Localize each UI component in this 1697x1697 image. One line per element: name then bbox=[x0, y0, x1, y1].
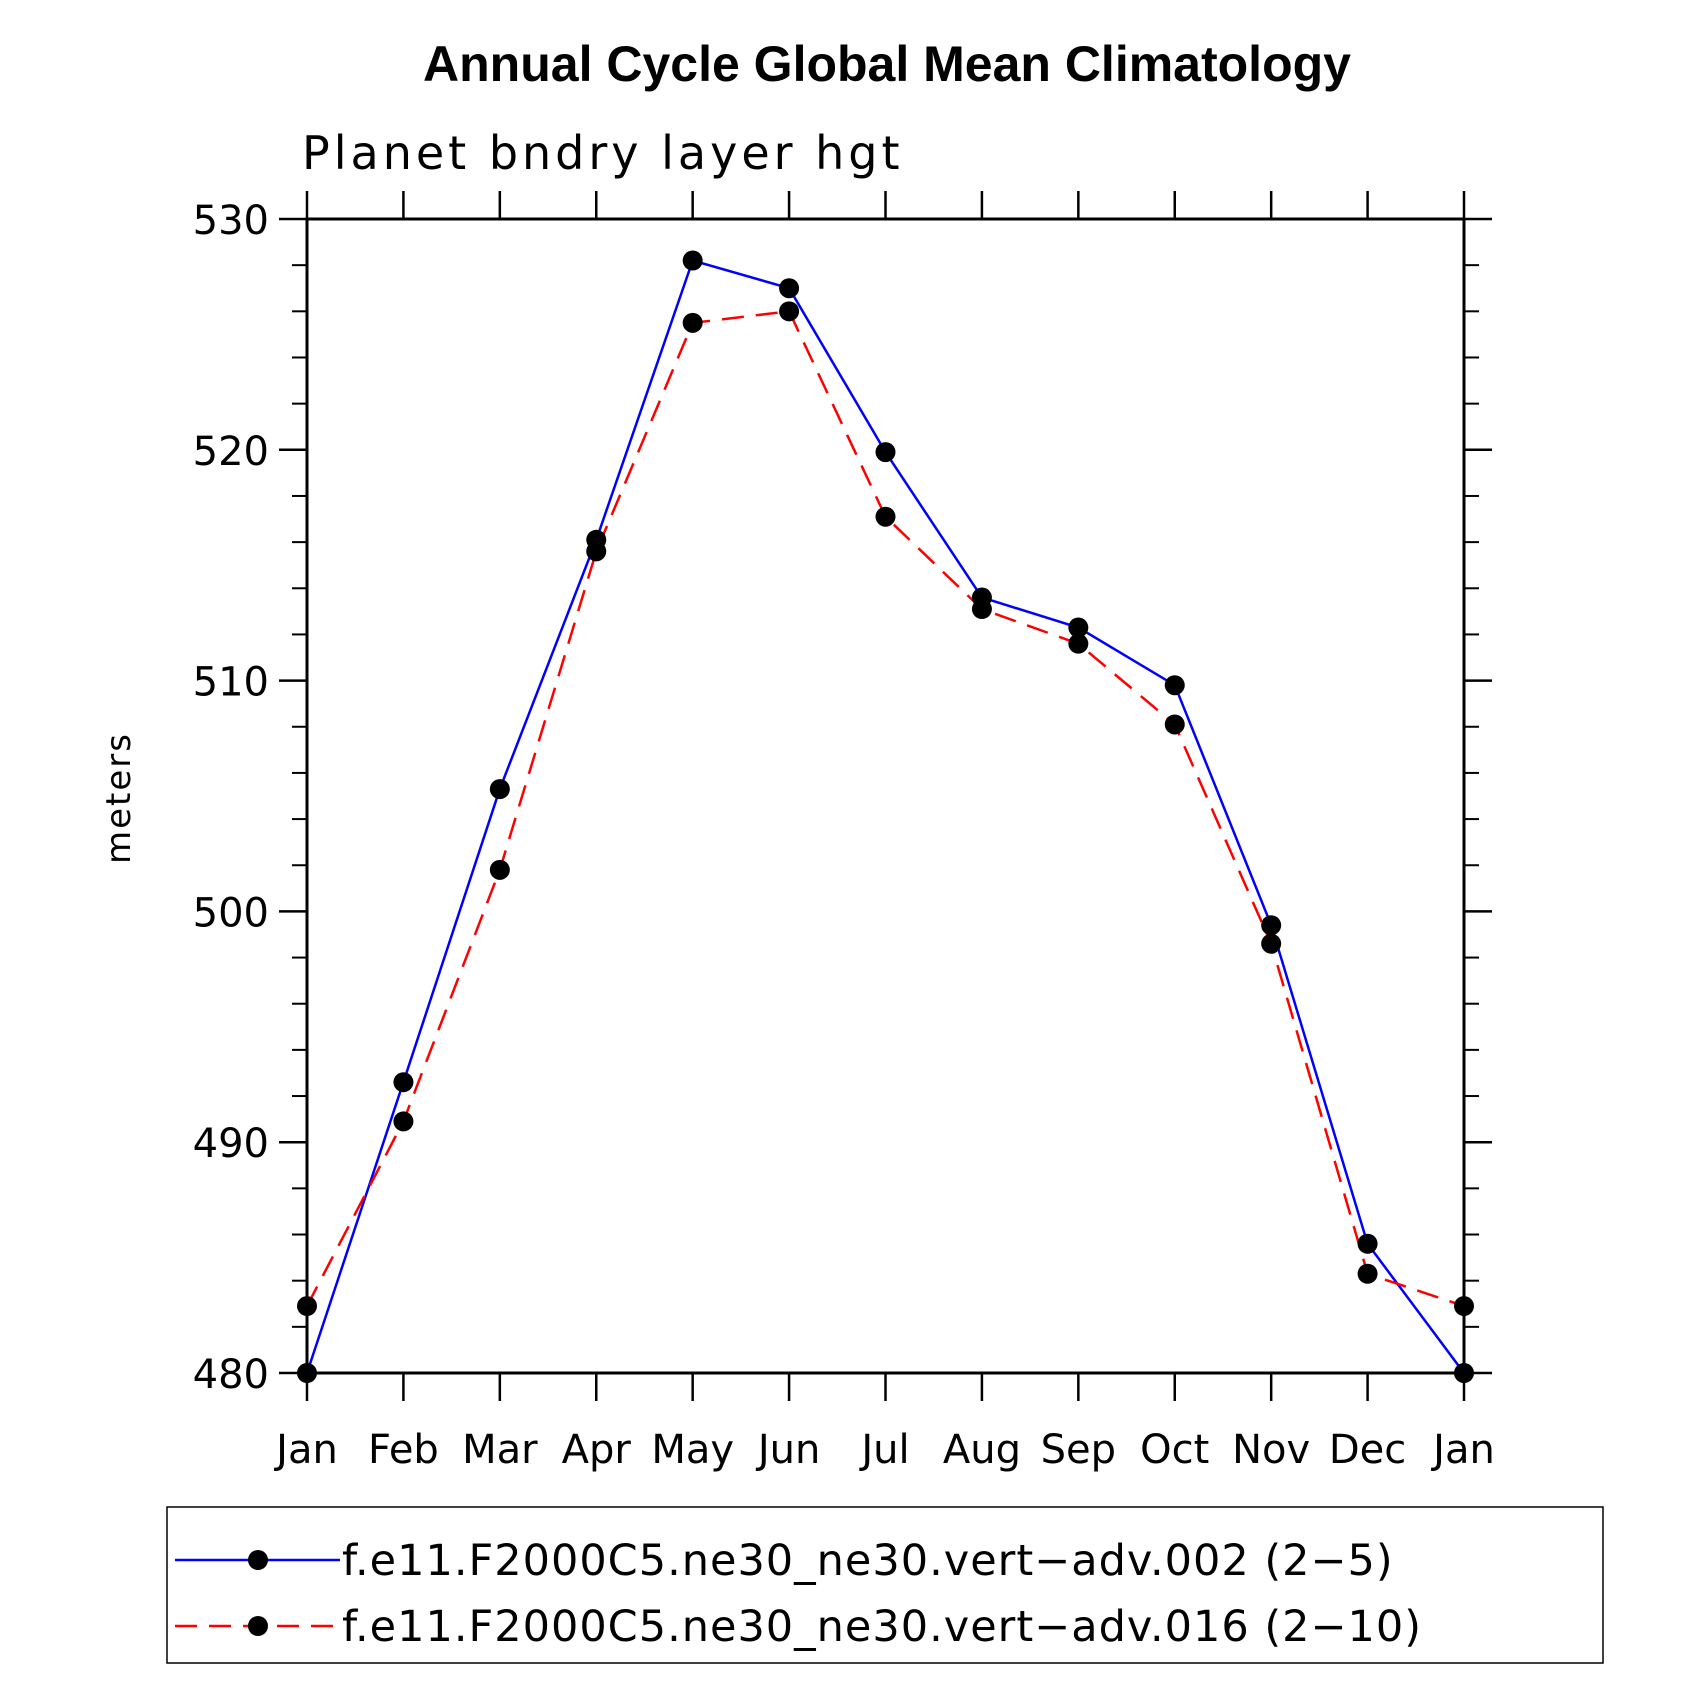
y-tick-label: 490 bbox=[193, 1121, 269, 1167]
series-2-marker bbox=[297, 1296, 317, 1317]
chart-title: Annual Cycle Global Mean Climatology bbox=[423, 36, 1351, 92]
series-2-marker bbox=[1068, 633, 1089, 654]
y-tick-label: 510 bbox=[193, 660, 269, 706]
series-1-marker bbox=[1454, 1363, 1474, 1383]
legend-box bbox=[166, 1506, 1604, 1664]
series-1-marker bbox=[1068, 617, 1089, 638]
x-tick-label: Jan bbox=[273, 1427, 338, 1473]
x-tick-label: Feb bbox=[368, 1427, 439, 1473]
series-2-marker bbox=[393, 1111, 414, 1132]
series-2-marker bbox=[1357, 1263, 1378, 1284]
series-2-marker bbox=[1454, 1296, 1474, 1317]
x-tick-label: Sep bbox=[1041, 1427, 1116, 1473]
series-2-marker bbox=[489, 859, 510, 880]
series-1-marker bbox=[393, 1072, 414, 1093]
x-tick-label: Nov bbox=[1232, 1427, 1310, 1473]
legend-marker-2 bbox=[248, 1616, 268, 1636]
legend-label-1: f.e11.F2000C5.ne30_ne30.vert−adv.002 (2−… bbox=[342, 1536, 1394, 1586]
series-1-marker bbox=[682, 250, 703, 271]
series-1-marker bbox=[1357, 1233, 1378, 1254]
series-1-marker bbox=[1164, 675, 1185, 696]
legend-label-2: f.e11.F2000C5.ne30_ne30.vert−adv.016 (2−… bbox=[342, 1602, 1422, 1652]
y-axis-label: meters bbox=[99, 732, 139, 864]
series-line-1 bbox=[305, 258, 1466, 1374]
legend: f.e11.F2000C5.ne30_ne30.vert−adv.002 (2−… bbox=[166, 1506, 1604, 1664]
y-tick-label: 520 bbox=[193, 429, 269, 475]
series-2-marker bbox=[682, 312, 703, 333]
series-1-marker bbox=[489, 779, 510, 800]
ticks-layer: Jan Feb Mar Apr May Jun Jul Aug Sep Oct Nov Dec Jan4… bbox=[193, 191, 1495, 1473]
markers-layer bbox=[297, 250, 1474, 1383]
plot-area-frame bbox=[305, 217, 1466, 1375]
series-1-marker bbox=[1261, 915, 1282, 936]
series-2-marker bbox=[779, 301, 800, 322]
series-1-marker bbox=[297, 1363, 317, 1383]
series-2-marker bbox=[875, 506, 896, 527]
y-tick-label: 530 bbox=[193, 198, 269, 244]
series-2-marker bbox=[1164, 714, 1185, 735]
series-1-marker bbox=[779, 278, 800, 299]
x-tick-label: Jan bbox=[1430, 1427, 1495, 1473]
lines-layer bbox=[305, 258, 1466, 1374]
x-tick-label: Aug bbox=[943, 1427, 1021, 1473]
series-1-marker bbox=[875, 442, 896, 463]
x-tick-label: Dec bbox=[1329, 1427, 1406, 1473]
x-tick-label: May bbox=[651, 1427, 734, 1473]
series-2-marker bbox=[586, 541, 607, 562]
series-2-marker bbox=[971, 599, 992, 620]
series-2-marker bbox=[1261, 933, 1282, 954]
x-tick-label: Oct bbox=[1140, 1427, 1209, 1473]
x-tick-label: Jun bbox=[755, 1427, 821, 1473]
x-tick-label: Mar bbox=[462, 1427, 538, 1473]
y-tick-label: 500 bbox=[193, 890, 269, 936]
chart-subtitle: Planet bndry layer hgt bbox=[302, 126, 904, 180]
y-tick-label: 480 bbox=[193, 1352, 269, 1398]
x-tick-label: Apr bbox=[562, 1427, 632, 1473]
legend-marker-1 bbox=[248, 1550, 268, 1570]
x-tick-label: Jul bbox=[858, 1427, 909, 1473]
